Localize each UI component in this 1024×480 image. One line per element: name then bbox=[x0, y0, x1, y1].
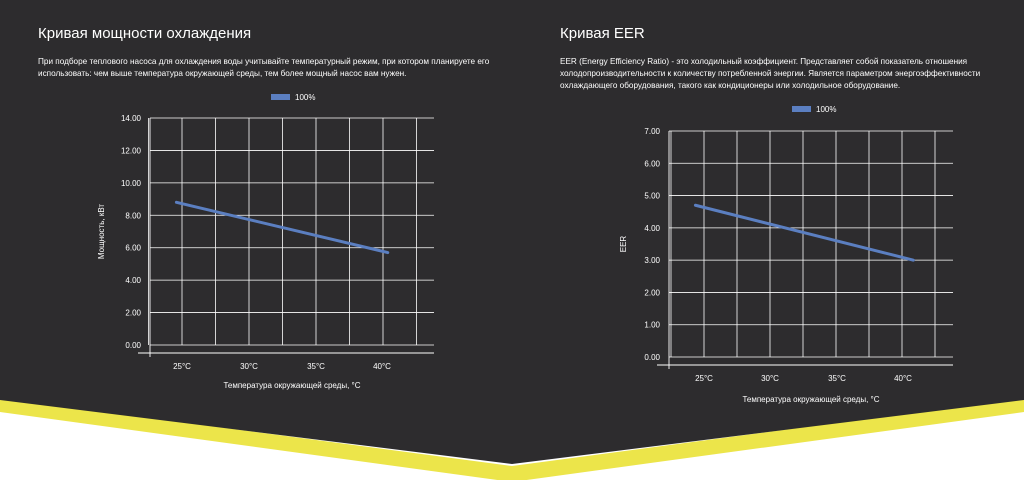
eer-description: EER (Energy Efficiency Ratio) - это холо… bbox=[560, 57, 981, 90]
y-tick-label: 0.00 bbox=[644, 353, 660, 362]
series-line bbox=[693, 203, 915, 262]
y-tick-label: 14.00 bbox=[121, 114, 142, 123]
y-axis-title: EER bbox=[619, 236, 628, 253]
x-tick-label: 25°C bbox=[173, 362, 191, 371]
y-tick-label: 3.00 bbox=[644, 256, 660, 265]
series-line bbox=[174, 200, 390, 255]
y-tick-label: 6.00 bbox=[125, 244, 141, 253]
eer-title: Кривая EER bbox=[560, 25, 645, 42]
x-tick-label: 35°C bbox=[307, 362, 325, 371]
y-tick-label: 2.00 bbox=[644, 288, 660, 297]
y-tick-label: 5.00 bbox=[644, 192, 660, 201]
x-tick-label: 30°C bbox=[240, 362, 258, 371]
x-tick-label: 40°C bbox=[894, 374, 912, 383]
y-tick-label: 1.00 bbox=[644, 321, 660, 330]
x-axis-title: Температура окружающей среды, °C bbox=[223, 381, 360, 390]
y-axis-title: Мощность, кВт bbox=[97, 204, 106, 260]
dark-background-shape bbox=[0, 0, 1024, 464]
legend-swatch bbox=[271, 94, 290, 100]
y-tick-label: 6.00 bbox=[644, 159, 660, 168]
y-tick-label: 8.00 bbox=[125, 211, 141, 220]
legend-swatch bbox=[792, 106, 811, 112]
y-tick-label: 4.00 bbox=[644, 224, 660, 233]
x-tick-label: 40°C bbox=[373, 362, 391, 371]
x-axis-title: Температура окружающей среды, °C bbox=[742, 395, 879, 404]
x-tick-label: 35°C bbox=[828, 374, 846, 383]
cooling-capacity-description: При подборе теплового насоса для охлажде… bbox=[38, 57, 490, 78]
y-tick-label: 10.00 bbox=[121, 179, 142, 188]
yellow-accent-band bbox=[0, 398, 1024, 480]
y-tick-label: 0.00 bbox=[125, 341, 141, 350]
y-tick-label: 7.00 bbox=[644, 127, 660, 136]
y-tick-label: 12.00 bbox=[121, 146, 142, 155]
cooling-capacity-title: Кривая мощности охлаждения bbox=[38, 25, 252, 42]
y-tick-label: 2.00 bbox=[125, 309, 141, 318]
legend-label: 100% bbox=[816, 105, 836, 114]
x-tick-label: 25°C bbox=[695, 374, 713, 383]
x-tick-label: 30°C bbox=[761, 374, 779, 383]
y-tick-label: 4.00 bbox=[125, 276, 141, 285]
legend-label: 100% bbox=[295, 93, 315, 102]
